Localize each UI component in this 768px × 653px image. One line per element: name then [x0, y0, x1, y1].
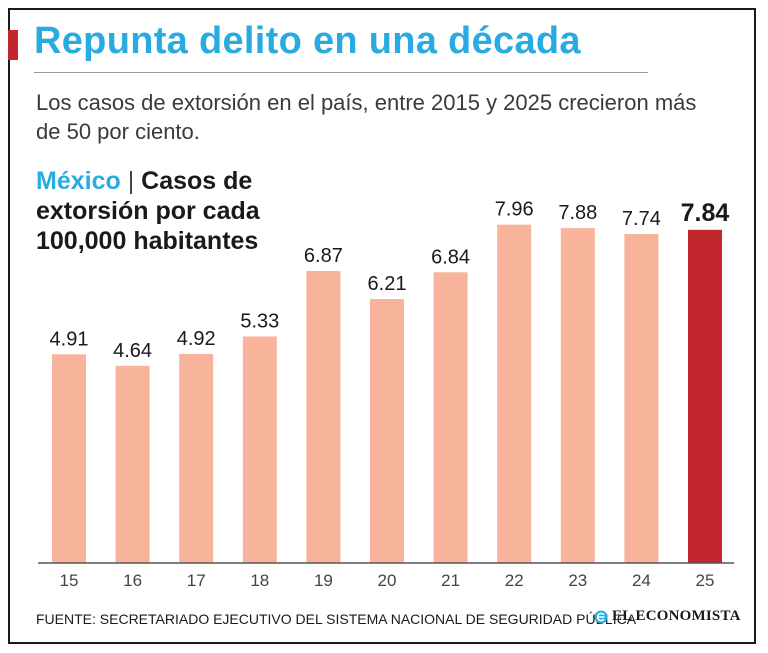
bar-22 — [497, 224, 532, 563]
data-label-21: 6.84 — [431, 246, 470, 268]
x-tick-15: 15 — [60, 571, 79, 590]
x-tick-18: 18 — [250, 571, 269, 590]
x-tick-22: 22 — [505, 571, 524, 590]
source-note: FUENTE: SECRETARIADO EJECUTIVO DEL SISTE… — [36, 611, 637, 627]
data-label-24: 7.74 — [622, 208, 661, 230]
brand-name: EL ECONOMISTA — [612, 608, 741, 624]
bar-16 — [115, 365, 150, 563]
x-tick-25: 25 — [696, 571, 715, 590]
x-tick-20: 20 — [378, 571, 397, 590]
bar-20 — [370, 299, 404, 563]
subtitle: Los casos de extorsión en el país, entre… — [36, 90, 697, 144]
data-label-20: 6.21 — [368, 273, 407, 295]
bar-17 — [179, 353, 214, 563]
bar-15 — [52, 354, 86, 563]
bar-23 — [560, 228, 595, 563]
title-accent-bar — [8, 30, 18, 60]
data-label-22: 7.96 — [495, 199, 534, 221]
bar-21 — [433, 272, 468, 563]
data-label-25: 7.84 — [681, 199, 730, 227]
chart-title-metric: Casos de extorsión por cada 100,000 habi… — [36, 167, 260, 255]
bar-18 — [242, 336, 277, 563]
data-label-16: 4.64 — [113, 340, 152, 362]
bar-25 — [688, 229, 722, 564]
x-tick-17: 17 — [187, 571, 206, 590]
chart-title-separator: | — [127, 167, 135, 195]
chart-title-country: México — [36, 167, 121, 195]
bar-24 — [624, 234, 659, 564]
data-label-15: 4.91 — [50, 328, 89, 350]
x-tick-19: 19 — [314, 571, 333, 590]
x-tick-21: 21 — [441, 571, 460, 590]
x-tick-23: 23 — [568, 571, 587, 590]
brand-logo: EL ECONOMISTA — [594, 608, 741, 625]
title-divider — [34, 72, 648, 73]
page-title: Repunta delito en una década — [34, 20, 581, 62]
data-label-23: 7.88 — [558, 202, 597, 224]
bar-19 — [306, 271, 341, 563]
chart-title: México | Casos de extorsión por cada 100… — [36, 166, 326, 256]
data-label-18: 5.33 — [240, 310, 279, 332]
bar-chart: 4.91 15 4.64 16 4.92 17 5.33 18 6.87 19 6.21 20 6.84… — [38, 199, 734, 590]
brand-e-icon — [594, 610, 608, 623]
x-tick-16: 16 — [123, 571, 142, 590]
data-label-19: 6.87 — [304, 245, 343, 267]
data-label-17: 4.92 — [177, 328, 216, 350]
x-tick-24: 24 — [632, 571, 651, 590]
